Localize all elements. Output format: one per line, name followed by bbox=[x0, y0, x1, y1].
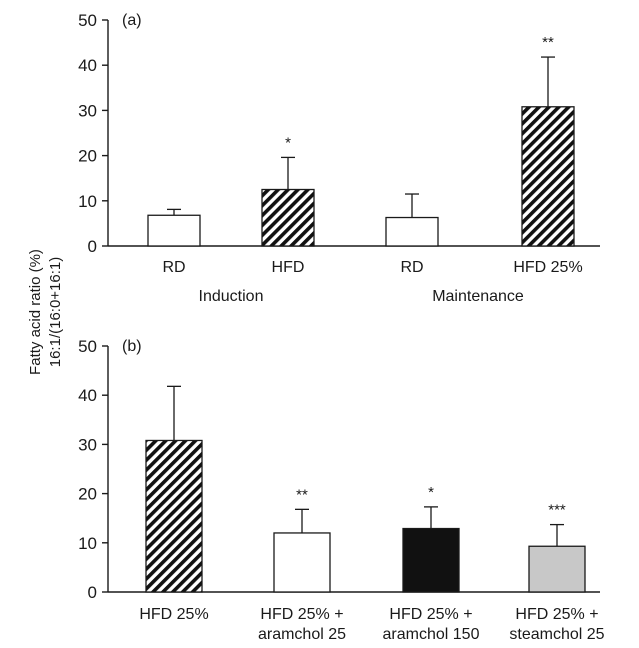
x-category-label: HFD 25% bbox=[139, 606, 208, 623]
y-tick-label: 40 bbox=[78, 386, 97, 405]
bar bbox=[521, 106, 575, 247]
significance-marker: ** bbox=[296, 486, 308, 503]
x-group-label: Maintenance bbox=[432, 288, 524, 305]
bar bbox=[402, 527, 460, 593]
y-tick-label: 10 bbox=[78, 534, 97, 553]
x-category-label: HFD 25% bbox=[513, 259, 582, 276]
x-category-label: HFD 25% + bbox=[260, 606, 343, 623]
significance-marker: ** bbox=[542, 34, 554, 51]
x-category-label: HFD bbox=[272, 259, 305, 276]
panel-label: (b) bbox=[122, 338, 142, 355]
x-category-label: aramchol 150 bbox=[383, 626, 480, 643]
bar bbox=[145, 439, 203, 593]
y-tick-label: 10 bbox=[78, 192, 97, 211]
y-axis-title: Fatty acid ratio (%) 16:1/(16:0+16:1) bbox=[27, 249, 64, 375]
bar bbox=[528, 545, 586, 593]
x-category-label: HFD 25% + bbox=[515, 606, 598, 623]
y-tick-label: 40 bbox=[78, 56, 97, 75]
x-group-label: Induction bbox=[199, 288, 264, 305]
bar bbox=[385, 216, 439, 247]
x-category-label: steamchol 25 bbox=[509, 626, 604, 643]
y-tick-label: 30 bbox=[78, 435, 97, 454]
y-tick-label: 0 bbox=[88, 237, 97, 256]
y-tick-label: 50 bbox=[78, 11, 97, 30]
y-tick-label: 20 bbox=[78, 485, 97, 504]
panel-b: 0 10 20 30 40 50 (b) HFD 25% ** HFD 25% + aramchol… bbox=[78, 337, 605, 643]
significance-marker: * bbox=[428, 484, 434, 501]
x-category-label: RD bbox=[162, 259, 185, 276]
y-axis-title-line: 16:1/(16:0+16:1) bbox=[47, 257, 64, 368]
x-category-label: RD bbox=[400, 259, 423, 276]
panel-label: (a) bbox=[122, 12, 142, 29]
y-tick-label: 0 bbox=[88, 583, 97, 602]
bar bbox=[147, 214, 201, 247]
y-axis-title-line: Fatty acid ratio (%) bbox=[27, 249, 44, 375]
significance-marker: *** bbox=[548, 502, 566, 519]
panel-a: 0 10 20 30 40 50 (a) RD * HFD RD ** HFD 25% Induction… bbox=[78, 11, 600, 305]
significance-marker: * bbox=[285, 134, 291, 151]
x-category-label: HFD 25% + bbox=[389, 606, 472, 623]
bar bbox=[273, 532, 331, 593]
y-tick-label: 50 bbox=[78, 337, 97, 356]
y-tick-label: 20 bbox=[78, 147, 97, 166]
bar bbox=[261, 188, 315, 247]
x-category-label: aramchol 25 bbox=[258, 626, 346, 643]
y-tick-label: 30 bbox=[78, 101, 97, 120]
